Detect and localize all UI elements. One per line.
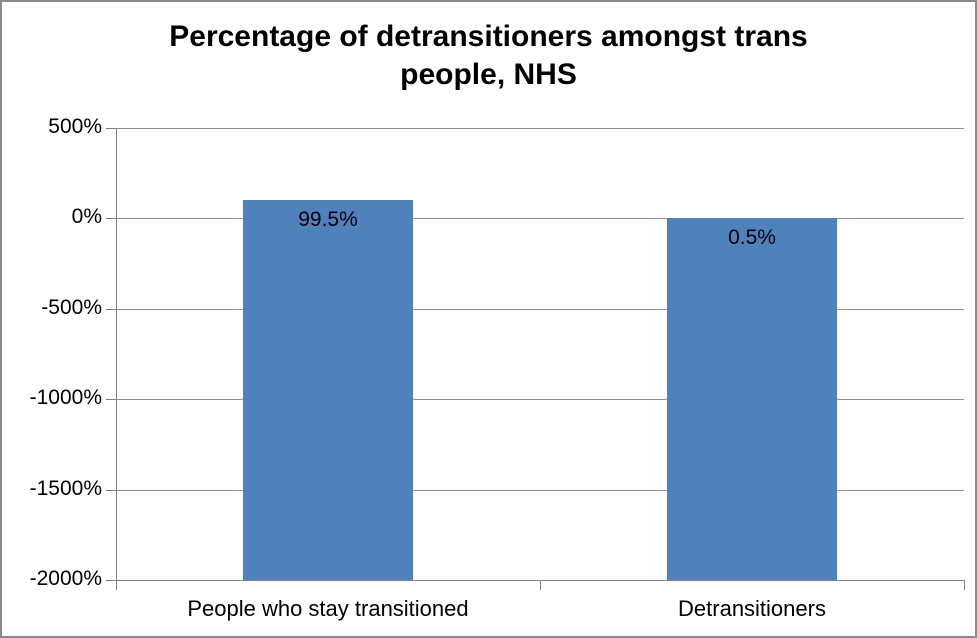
y-gridline (116, 399, 964, 400)
y-axis-tick-label: -1000% (29, 386, 102, 409)
y-gridline (116, 309, 964, 310)
y-gridline (116, 218, 964, 219)
y-axis-tick (106, 218, 116, 219)
x-axis-tick (116, 581, 117, 590)
x-axis-category-label: People who stay transitioned (187, 596, 469, 621)
y-axis-tick (106, 128, 116, 129)
y-axis-tick-label: -500% (41, 296, 102, 319)
x-axis-tick (964, 581, 965, 590)
x-axis-line (116, 580, 965, 581)
y-axis-line (116, 128, 117, 580)
y-gridline (116, 490, 964, 491)
y-axis-tick-label: -2000% (29, 567, 102, 590)
data-bar (243, 200, 413, 580)
data-label: 0.5% (728, 226, 776, 249)
x-axis-category-label: Detransitioners (678, 596, 826, 621)
x-axis-tick (540, 581, 541, 590)
y-axis-tick-label: -1500% (29, 477, 102, 500)
y-axis-tick-label: 0% (71, 205, 102, 228)
chart-title: Percentage of detransitioners amongst tr… (169, 20, 808, 92)
y-axis-tick-label: 500% (48, 115, 102, 138)
data-label: 99.5% (298, 208, 358, 231)
y-axis-tick (106, 580, 116, 581)
y-axis-tick (106, 490, 116, 491)
data-bar (667, 218, 837, 580)
y-axis-tick (106, 399, 116, 400)
y-axis-tick (106, 309, 116, 310)
y-gridline (116, 128, 964, 129)
